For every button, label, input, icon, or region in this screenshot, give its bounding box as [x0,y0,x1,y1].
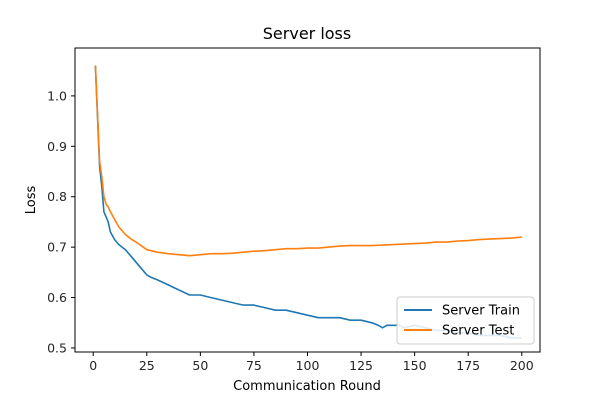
chart-title: Server loss [263,24,351,43]
legend: Server Train Server Test [396,296,535,345]
y-tick-label: 1.0 [47,88,67,103]
x-tick-label: 75 [246,358,262,373]
y-tick-label: 0.6 [47,290,67,305]
y-tick-label: 0.5 [47,340,67,355]
x-tick-label: 0 [89,358,97,373]
y-tick-label: 0.9 [47,139,67,154]
x-tick-label: 200 [510,358,534,373]
x-tick-label: 25 [139,358,155,373]
y-axis-label: Loss [24,186,39,215]
legend-label-server-train: Server Train [442,304,520,319]
series-line-server-test [94,65,522,257]
x-axis-label: Communication Round [233,379,381,394]
axis-ticks: 0 25 50 75 100 125 150 175 200 0.5 0.6 0.7 0.8 0.9 1.0 [47,88,534,373]
x-tick-label: 175 [456,358,480,373]
legend-label-server-test: Server Test [442,324,514,339]
x-tick-label: 125 [349,358,373,373]
x-tick-label: 100 [296,358,320,373]
legend-box [396,296,535,345]
x-tick-label: 50 [192,358,208,373]
y-tick-label: 0.7 [47,240,67,255]
y-tick-label: 0.8 [47,189,67,204]
x-tick-label: 150 [403,358,427,373]
